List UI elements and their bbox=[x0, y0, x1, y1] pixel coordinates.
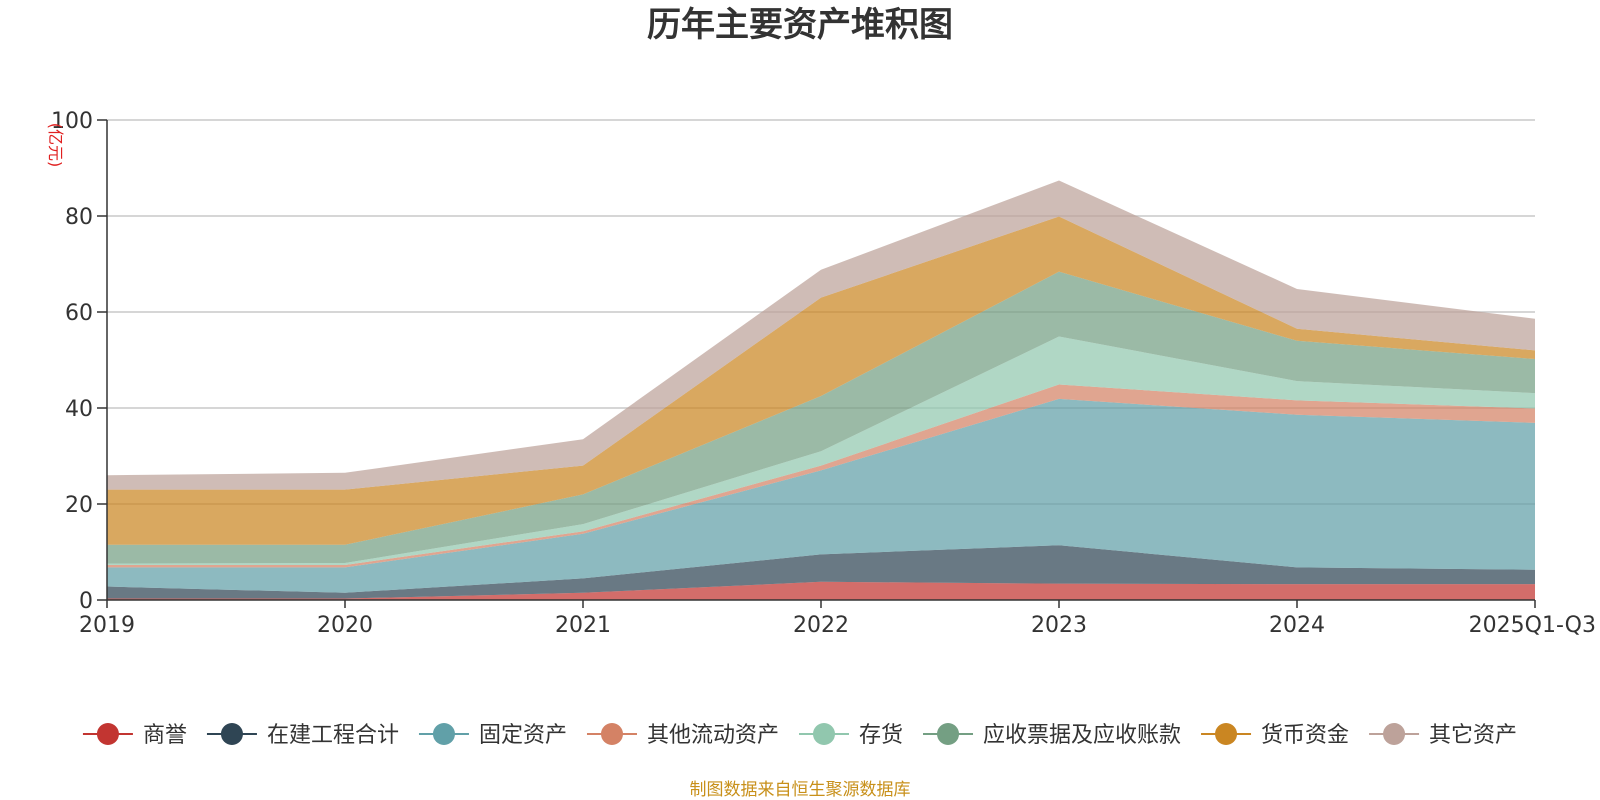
source-note: 制图数据来自恒生聚源数据库 bbox=[690, 780, 911, 800]
area-6 bbox=[107, 271, 1535, 564]
x-tick-label: 2024 bbox=[1269, 613, 1325, 638]
legend-label: 货币资金 bbox=[1261, 723, 1349, 748]
legend-item-4[interactable]: 其他流动资产 bbox=[586, 723, 779, 748]
y-tick-label: 0 bbox=[79, 589, 93, 614]
area-3 bbox=[107, 398, 1535, 593]
legend-marker-icon bbox=[937, 723, 960, 745]
legend: 商誉 在建工程合计 固定资产 其他流动资产 存货 应收票据及应收账款 货币资金 其它资产 bbox=[82, 723, 1517, 748]
area-7 bbox=[107, 216, 1535, 545]
y-tick-label: 20 bbox=[65, 493, 93, 518]
area-1 bbox=[107, 581, 1535, 600]
legend-item-5[interactable]: 存货 bbox=[799, 723, 903, 748]
legend-label: 商誉 bbox=[143, 723, 187, 748]
legend-label: 其它资产 bbox=[1429, 723, 1517, 748]
axes: 0 20 40 60 80 100 2019 2020 2021 2022 2023 2024 2025… bbox=[51, 109, 1596, 638]
legend-marker-icon bbox=[600, 723, 623, 745]
legend-marker-icon bbox=[96, 723, 119, 745]
y-tick-label: 60 bbox=[65, 301, 93, 326]
legend-marker-icon bbox=[1215, 723, 1238, 745]
x-tick-label: 2021 bbox=[555, 613, 611, 638]
legend-item-2[interactable]: 在建工程合计 bbox=[206, 723, 399, 748]
legend-marker-icon bbox=[220, 723, 243, 745]
legend-item-7[interactable]: 货币资金 bbox=[1201, 723, 1349, 748]
legend-marker-icon bbox=[1383, 723, 1406, 745]
legend-marker-icon bbox=[813, 723, 835, 745]
legend-marker-icon bbox=[432, 723, 455, 745]
legend-label: 固定资产 bbox=[479, 723, 567, 748]
area-8 bbox=[107, 180, 1535, 490]
x-tick-label: 2019 bbox=[79, 613, 135, 638]
x-tick-label: 2025Q1-Q3 bbox=[1469, 613, 1596, 638]
legend-label: 在建工程合计 bbox=[267, 723, 399, 748]
x-tick-label: 2022 bbox=[793, 613, 849, 638]
chart-title: 历年主要资产堆积图 bbox=[647, 5, 953, 45]
legend-item-8[interactable]: 其它资产 bbox=[1369, 723, 1517, 748]
y-axis-unit: (亿元) bbox=[46, 123, 65, 168]
x-tick-label: 2020 bbox=[317, 613, 373, 638]
y-tick-label: 80 bbox=[65, 205, 93, 230]
legend-item-1[interactable]: 商誉 bbox=[82, 723, 187, 748]
x-tick-label: 2023 bbox=[1031, 613, 1087, 638]
y-tick-label: 40 bbox=[65, 397, 93, 422]
legend-label: 其他流动资产 bbox=[647, 723, 779, 748]
legend-item-6[interactable]: 应收票据及应收账款 bbox=[923, 723, 1181, 748]
legend-label: 存货 bbox=[859, 723, 903, 748]
y-tick-label: 100 bbox=[51, 109, 93, 134]
legend-label: 应收票据及应收账款 bbox=[983, 723, 1181, 748]
area-series bbox=[107, 180, 1535, 600]
legend-item-3[interactable]: 固定资产 bbox=[418, 723, 567, 748]
area-2 bbox=[107, 545, 1535, 599]
